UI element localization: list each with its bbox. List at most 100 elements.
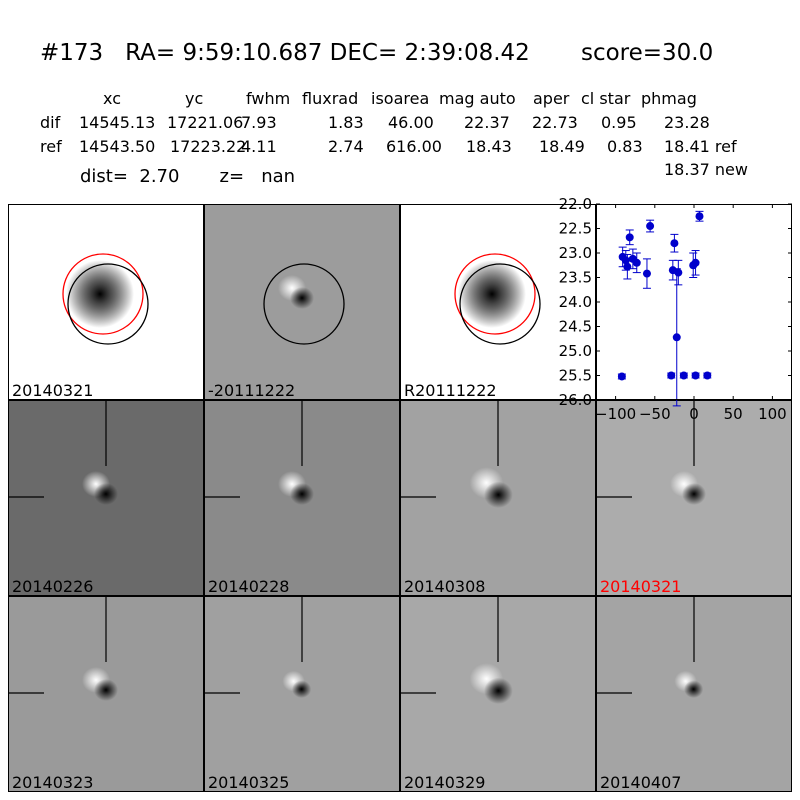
panel-border [8, 204, 204, 400]
column-header: phmag [641, 89, 697, 108]
cutout-image [204, 204, 400, 400]
panel-date-label: 20140325 [208, 773, 290, 792]
dipole-negative-lobe [484, 677, 513, 704]
y-tick-label: 24.0 [559, 293, 592, 311]
table-cell: 616.00 [386, 137, 442, 156]
table-cell: 0.83 [607, 137, 643, 156]
table-cell: 23.28 [664, 113, 710, 132]
data-point [670, 239, 679, 248]
data-point [667, 371, 676, 380]
data-point [617, 372, 626, 381]
cutout-image [400, 204, 596, 400]
x-tick-label: −50 [639, 405, 671, 423]
cutout-image [204, 400, 400, 596]
cutout-panel: -20111222 [204, 204, 400, 400]
table-cell: 17221.06 [167, 113, 244, 132]
cutout-panel: 20140321 [596, 400, 792, 596]
table-cell: 22.73 [532, 113, 578, 132]
column-header: cl star [581, 89, 631, 108]
column-header: fluxrad [302, 89, 359, 108]
row-label: dif [40, 113, 61, 132]
black-aperture-circle [263, 263, 345, 345]
panel-date-label: R20111222 [404, 381, 497, 400]
column-header: aper [533, 89, 570, 108]
y-tick-label: 23.5 [559, 269, 592, 287]
dipole-negative-lobe [684, 680, 704, 698]
data-point [703, 371, 712, 380]
cutout-panel: R20111222 [400, 204, 596, 400]
title: #173 RA= 9:59:10.687 DEC= 2:39:08.42 sco… [40, 40, 714, 66]
dipole-negative-lobe [94, 483, 118, 505]
column-header: xc [103, 89, 121, 108]
panel-date-label: 20140329 [404, 773, 486, 792]
panel-border [8, 596, 204, 792]
panel-border [204, 204, 400, 400]
column-header: fwhm [246, 89, 291, 108]
data-point [642, 269, 651, 278]
data-point [674, 268, 683, 277]
cutout-image [8, 596, 204, 792]
cutout-image [596, 596, 792, 792]
data-point [625, 233, 634, 242]
x-tick-label: −100 [595, 405, 636, 423]
panel-border [8, 400, 204, 596]
cutout-panel: 20140228 [204, 400, 400, 596]
panel-date-label: 20140321 [600, 577, 682, 596]
dipole-negative-lobe [292, 680, 312, 698]
panel-date-label: 20140323 [12, 773, 94, 792]
cutout-panel: 20140226 [8, 400, 204, 596]
cutout-panel: 20140325 [204, 596, 400, 792]
y-tick-label: 26.0 [559, 391, 592, 409]
cutout-image [8, 204, 204, 400]
data-point [646, 222, 655, 231]
column-header: yc [185, 89, 204, 108]
panel-border [400, 204, 596, 400]
table-cell: 4.11 [241, 137, 277, 156]
y-tick-label: 23.0 [559, 244, 592, 262]
panel-border [204, 400, 400, 596]
table-cell: 46.00 [388, 113, 434, 132]
y-tick-label: 25.5 [559, 367, 592, 385]
dipole-negative-lobe [682, 483, 706, 505]
table-cell: 0.95 [601, 113, 637, 132]
panel-date-label: 20140228 [208, 577, 290, 596]
table-cell: 7.93 [241, 113, 277, 132]
red-aperture-circle [454, 253, 536, 335]
source-blob [66, 260, 134, 328]
panel-border [596, 400, 792, 596]
red-aperture-circle [62, 253, 144, 335]
plot-frame [596, 204, 792, 400]
cutout-panel: 20140329 [400, 596, 596, 792]
data-point [623, 262, 632, 271]
data-point [691, 371, 700, 380]
panel-date-label: -20111222 [208, 381, 296, 400]
panel-border [204, 596, 400, 792]
cutout-image [596, 400, 792, 596]
cutout-image [400, 596, 596, 792]
dipole-negative-lobe [94, 679, 118, 701]
dipole-negative-lobe [290, 287, 314, 309]
black-aperture-circle [67, 263, 149, 345]
panel-date-label: 20140321 [12, 381, 94, 400]
x-tick-label: 0 [689, 405, 699, 423]
panel-border [400, 400, 596, 596]
row-label: ref [40, 137, 62, 156]
table-cell: 1.83 [328, 113, 364, 132]
table-cell: 18.41 ref [664, 137, 737, 156]
panel-date-label: 20140308 [404, 577, 486, 596]
lightcurve-plot: 22.0 22.5 23.0 23.5 24.0 24.5 25.0 25.5 26.0−100… [559, 195, 792, 423]
panel-border [400, 596, 596, 792]
table-cell: 14543.50 [79, 137, 156, 156]
table-cell: 18.49 [539, 137, 585, 156]
x-tick-label: 100 [758, 405, 787, 423]
y-tick-label: 22.5 [559, 220, 592, 238]
distance-line: dist= 2.70 z= nan [80, 166, 296, 187]
table-cell: 2.74 [328, 137, 364, 156]
data-point [691, 258, 700, 267]
y-tick-label: 22.0 [559, 195, 592, 213]
cutout-panel: 20140321 [8, 204, 204, 400]
cutout-image [400, 400, 596, 596]
table-cell: 14545.13 [79, 113, 156, 132]
data-point [695, 212, 704, 221]
dipole-negative-lobe [484, 481, 513, 508]
